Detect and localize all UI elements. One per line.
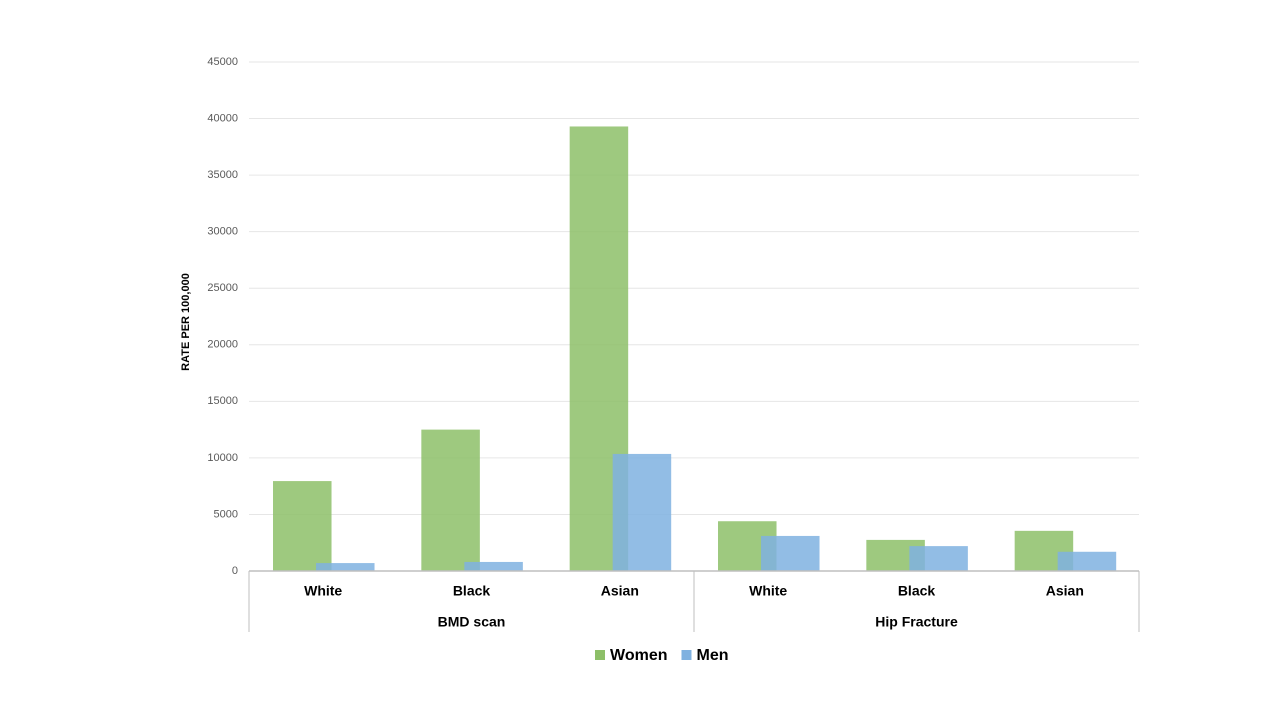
- y-axis-label: RATE PER 100,000: [180, 273, 192, 371]
- legend-swatch: [595, 650, 605, 660]
- x-tick-label: Black: [898, 583, 936, 599]
- x-tick-label: White: [304, 583, 342, 599]
- bar: [273, 481, 332, 571]
- y-tick-label: 5000: [214, 508, 238, 520]
- group-label: Hip Fracture: [875, 614, 958, 630]
- bar: [464, 561, 523, 571]
- y-tick-label: 20000: [207, 339, 238, 351]
- legend-label: Men: [696, 647, 728, 664]
- y-tick-label: 10000: [207, 452, 238, 464]
- y-tick-label: 35000: [207, 169, 238, 181]
- group-label: BMD scan: [438, 614, 506, 630]
- legend-label: Women: [610, 647, 667, 664]
- y-tick-label: 45000: [207, 56, 238, 68]
- x-tick-label: Black: [453, 583, 491, 599]
- legend-swatch: [681, 650, 692, 660]
- y-tick-label: 40000: [207, 112, 238, 124]
- bar: [909, 546, 968, 571]
- bar: [612, 453, 672, 571]
- y-tick-label: 30000: [207, 226, 238, 238]
- y-tick-label: 0: [232, 565, 238, 577]
- y-tick-label: 15000: [207, 395, 238, 407]
- x-tick-label: Asian: [1046, 583, 1084, 599]
- y-tick-label: 25000: [207, 282, 238, 294]
- x-tick-label: White: [749, 583, 787, 599]
- bar: [421, 429, 480, 571]
- bar: [316, 563, 375, 571]
- bar: [1057, 551, 1117, 571]
- bar: [761, 535, 820, 571]
- x-tick-label: Asian: [601, 583, 639, 599]
